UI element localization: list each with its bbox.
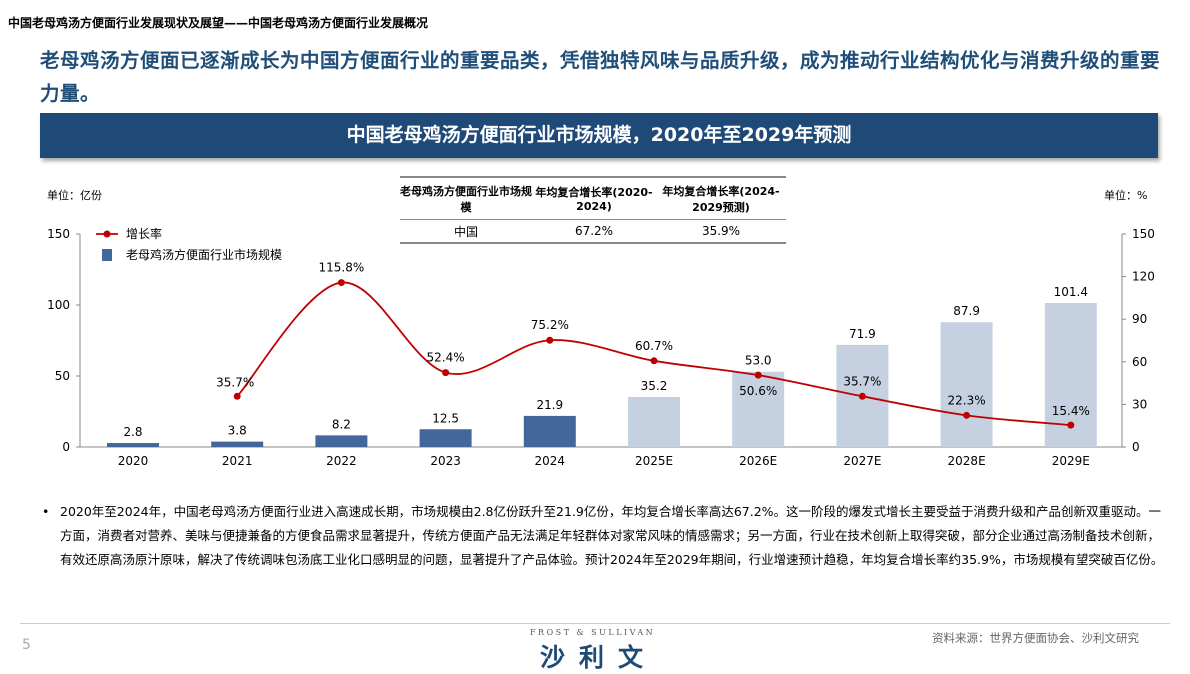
growth-point [337,279,345,287]
x-tick-label: 2029E [1052,454,1090,468]
growth-label: 15.4% [1052,404,1090,418]
unit-right: 单位：% [1104,189,1148,202]
cagr-header: 老母鸡汤方便面行业市场规模 [400,184,532,214]
growth-rate-line [236,281,1071,427]
growth-point [442,369,450,377]
growth-label: 115.8% [319,261,365,275]
x-tick-label: 2025E [635,454,673,468]
growth-point [1067,421,1075,429]
bar-label: 35.2 [641,379,668,393]
cagr-row: 中国 67.2% 35.9% [400,220,786,242]
source-note: 资料来源：世界方便面协会、沙利文研究 [932,631,1139,645]
x-tick-label: 2022 [326,454,357,468]
growth-label: 35.7% [843,374,881,388]
growth-label: 35.7% [216,375,254,389]
unit-left: 单位：亿份 [47,189,102,202]
bar-label: 3.8 [228,424,247,438]
x-tick-label: 2027E [843,454,881,468]
cagr-header: 年均复合增长率(2020-2024) [535,186,653,213]
cagr-cell: 中国 [453,224,478,239]
bar-label: 2.8 [123,425,142,439]
chart-title-banner: 中国老母鸡汤方便面行业市场规模，2020年至2029年预测 [40,113,1158,158]
cagr-cell: 35.9% [701,224,741,238]
left-tick-label: 0 [62,440,70,454]
market-size-chart: 0 50 100 150 0 30 60 90 120 150 2.8 2020 3.8 2021 8.2 2… [47,226,1155,468]
growth-point [858,392,866,400]
bar-2028E [940,322,993,447]
left-tick-label: 100 [47,298,70,312]
cagr-header-row: 老母鸡汤方便面行业市场规模 年均复合增长率(2020-2024) 年均复合增长率… [400,178,786,220]
footer-divider [20,623,1170,624]
bar-label: 21.9 [536,398,563,412]
cagr-header: 年均复合增长率(2024-2029预测) [662,184,780,214]
bar-2022 [315,435,368,447]
bar-2024 [523,415,576,447]
bar-2025E [628,397,680,447]
legend-line-marker [103,230,111,238]
bar-2026E [732,371,785,447]
left-tick-label: 50 [55,369,70,383]
summary-bullet: 2020年至2024年，中国老母鸡汤方便面行业进入高速成长期，市场规模由2.8亿… [42,500,1172,572]
page-number: 5 [22,637,31,653]
right-tick-label: 120 [1132,270,1155,284]
growth-point [650,357,658,365]
bar-label: 8.2 [332,417,351,431]
growth-label: 52.4% [427,351,465,365]
logo-cn: 沙利文 [540,643,658,672]
x-tick-label: 2020 [118,454,149,468]
growth-label: 50.6% [739,384,777,398]
bar-label: 53.0 [745,354,772,368]
right-tick-label: 60 [1132,355,1147,369]
x-tick-label: 2023 [430,454,461,468]
bar-2021 [211,441,264,447]
bar-label: 87.9 [953,304,980,318]
growth-point [963,411,971,419]
legend-bar-label: 老母鸡汤方便面行业市场规模 [126,247,282,262]
breadcrumb: 中国老母鸡汤方便面行业发展现状及展望——中国老母鸡汤方便面行业发展概况 [8,16,429,30]
left-tick-label: 150 [47,227,70,241]
bar-2020 [107,443,159,447]
logo-en: FROST & SULLIVAN [530,628,656,637]
bar-2023 [419,429,472,447]
headline: 老母鸡汤方便面已逐渐成长为中国方便面行业的重要品类，凭借独特风味与品质升级，成为… [40,49,1161,105]
right-tick-label: 150 [1132,227,1155,241]
bar-label: 71.9 [849,327,876,341]
cagr-table: 老母鸡汤方便面行业市场规模 年均复合增长率(2020-2024) 年均复合增长率… [400,176,786,244]
growth-point [754,371,762,379]
x-tick-label: 2026E [739,454,777,468]
x-tick-label: 2028E [948,454,986,468]
right-tick-label: 0 [1132,440,1140,454]
growth-point [233,392,241,400]
bar-label: 12.5 [432,411,459,425]
legend-line-label: 增长率 [126,226,162,241]
x-tick-label: 2021 [222,454,253,468]
growth-point [546,336,554,344]
right-tick-label: 90 [1132,312,1147,326]
right-tick-label: 30 [1132,397,1147,411]
growth-label: 75.2% [531,318,569,332]
growth-label: 60.7% [635,339,673,353]
legend-bar-swatch [102,249,112,261]
growth-label: 22.3% [948,393,986,407]
x-tick-label: 2024 [535,454,566,468]
bar-label: 101.4 [1054,285,1088,299]
cagr-cell: 67.2% [574,224,614,238]
